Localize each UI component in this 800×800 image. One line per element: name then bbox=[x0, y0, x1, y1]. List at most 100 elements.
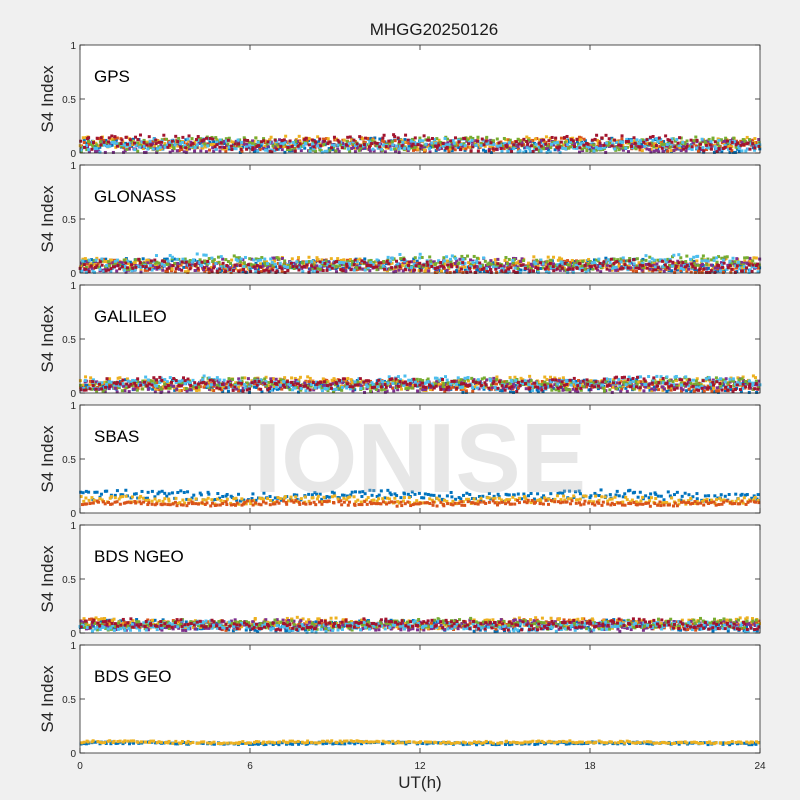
data-point bbox=[756, 266, 760, 270]
data-point bbox=[155, 381, 159, 385]
data-point bbox=[338, 260, 342, 264]
data-point bbox=[290, 257, 294, 261]
data-point bbox=[435, 137, 439, 141]
data-point bbox=[78, 379, 82, 383]
data-point bbox=[352, 268, 356, 272]
data-point bbox=[386, 383, 390, 387]
data-point bbox=[274, 270, 278, 274]
data-point bbox=[593, 137, 597, 141]
data-point bbox=[647, 385, 651, 389]
data-point bbox=[419, 386, 423, 390]
data-point bbox=[573, 262, 577, 266]
data-point bbox=[316, 258, 320, 262]
data-point bbox=[505, 380, 509, 384]
data-point bbox=[160, 146, 164, 150]
data-point bbox=[199, 137, 203, 141]
data-point bbox=[747, 270, 751, 274]
data-point bbox=[195, 143, 199, 147]
data-point bbox=[712, 381, 716, 385]
data-point bbox=[202, 268, 206, 272]
data-point bbox=[673, 145, 677, 149]
data-point bbox=[286, 268, 290, 272]
data-point bbox=[130, 263, 134, 267]
data-point bbox=[293, 143, 297, 147]
data-point bbox=[514, 270, 518, 274]
data-point bbox=[249, 384, 253, 388]
data-point bbox=[707, 146, 711, 150]
data-point bbox=[140, 140, 144, 144]
data-point bbox=[299, 149, 303, 153]
data-point bbox=[439, 261, 443, 265]
data-point bbox=[620, 140, 624, 144]
data-point bbox=[651, 134, 655, 138]
data-point bbox=[591, 267, 595, 271]
data-point bbox=[164, 262, 168, 266]
data-point bbox=[119, 141, 123, 145]
data-point bbox=[700, 137, 704, 141]
data-point bbox=[599, 270, 603, 274]
data-point bbox=[319, 144, 323, 148]
scatter-points bbox=[78, 133, 762, 154]
data-point bbox=[270, 382, 274, 386]
data-point bbox=[314, 260, 318, 264]
data-point bbox=[594, 258, 598, 262]
data-point bbox=[709, 269, 713, 273]
data-point bbox=[747, 138, 751, 142]
data-point bbox=[435, 266, 439, 270]
data-point bbox=[693, 270, 697, 274]
data-point bbox=[289, 261, 293, 265]
data-point bbox=[206, 144, 210, 148]
data-point bbox=[391, 256, 395, 260]
data-point bbox=[626, 380, 630, 384]
data-point bbox=[663, 142, 667, 146]
data-point bbox=[587, 257, 591, 261]
data-point bbox=[163, 382, 167, 386]
data-point bbox=[491, 139, 495, 143]
data-point bbox=[575, 140, 579, 144]
data-point bbox=[459, 137, 463, 141]
data-point bbox=[704, 141, 708, 145]
data-point bbox=[327, 150, 331, 154]
data-point bbox=[526, 261, 530, 265]
data-point bbox=[742, 141, 746, 145]
data-point bbox=[168, 150, 172, 154]
data-point bbox=[616, 258, 620, 262]
data-point bbox=[624, 146, 628, 150]
data-point bbox=[654, 144, 658, 148]
data-point bbox=[721, 270, 725, 274]
data-point bbox=[571, 270, 575, 274]
data-point bbox=[238, 264, 242, 268]
data-point bbox=[575, 138, 579, 142]
data-point bbox=[261, 264, 265, 268]
data-point bbox=[463, 379, 467, 383]
data-point bbox=[456, 377, 460, 381]
data-point bbox=[261, 262, 265, 266]
data-point bbox=[424, 145, 428, 149]
data-point bbox=[325, 268, 329, 272]
data-point bbox=[362, 260, 366, 264]
data-point bbox=[142, 140, 146, 144]
data-point bbox=[108, 144, 112, 148]
data-point bbox=[226, 389, 230, 393]
data-point bbox=[179, 381, 183, 385]
data-point bbox=[212, 389, 216, 393]
data-point bbox=[382, 133, 386, 137]
data-point bbox=[315, 256, 319, 260]
data-point bbox=[521, 263, 525, 267]
data-point bbox=[514, 383, 518, 387]
data-point bbox=[320, 150, 324, 154]
data-point bbox=[434, 141, 438, 145]
data-point bbox=[348, 135, 352, 139]
data-point bbox=[356, 266, 360, 270]
data-point bbox=[650, 257, 654, 261]
data-point bbox=[541, 144, 545, 148]
data-point bbox=[149, 262, 153, 266]
data-point bbox=[133, 141, 137, 145]
data-point bbox=[446, 263, 450, 267]
data-point bbox=[149, 145, 153, 149]
data-point bbox=[622, 259, 626, 263]
data-point bbox=[476, 135, 480, 139]
data-point bbox=[401, 269, 405, 273]
data-point bbox=[451, 146, 455, 150]
data-point bbox=[107, 268, 111, 272]
